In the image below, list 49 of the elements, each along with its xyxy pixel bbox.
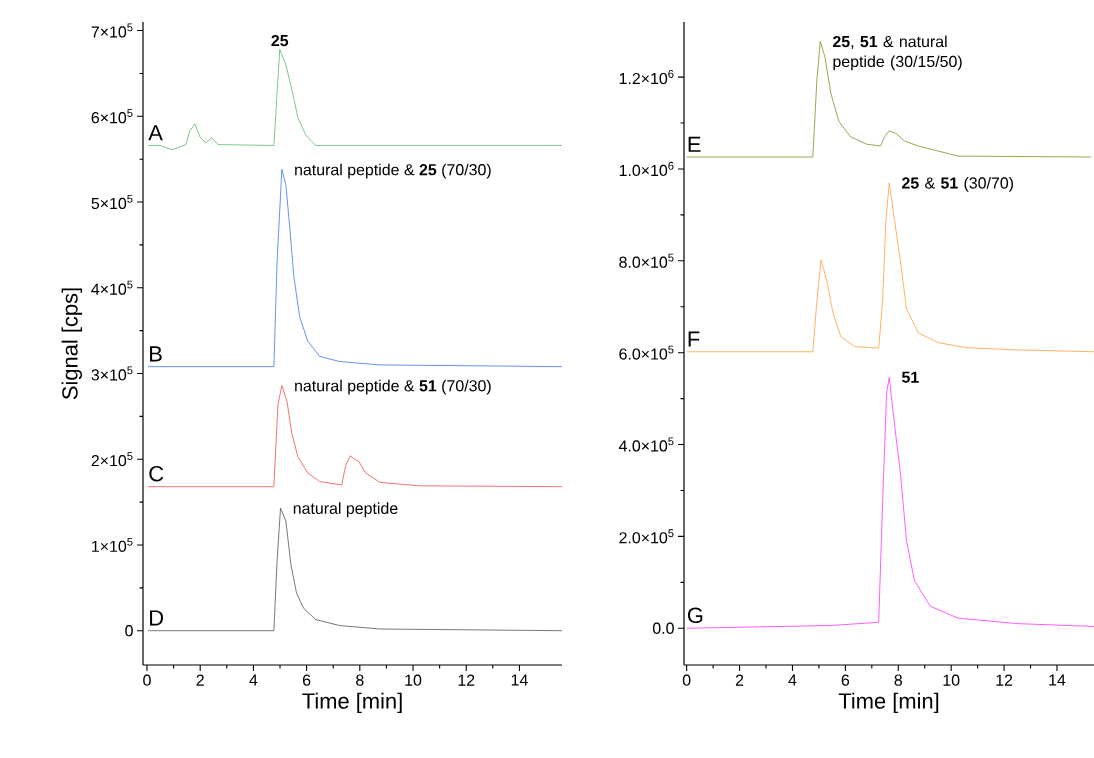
series-label: E [688, 136, 701, 152]
annotation: 51 [901, 371, 919, 383]
y-tick-label: 2×10$^{5}$ [91, 452, 133, 467]
x-tick-label: 4 [788, 674, 797, 686]
annotation: natural peptide & 25 (70/30) [295, 163, 491, 179]
series-label: D [150, 610, 164, 626]
x-tick-label: 4 [249, 674, 258, 686]
y-tick-label: 6.0×10$^{5}$ [619, 345, 674, 360]
series-label: A [148, 125, 163, 141]
annotation: natural peptide & 51 (70/30) [295, 379, 491, 395]
x-tick-label: 8 [894, 674, 903, 686]
y-tick-label: 3×10$^{5}$ [91, 366, 133, 381]
series-label: G [687, 607, 703, 624]
x-tick-label: 0 [682, 674, 691, 686]
line-series [147, 49, 563, 151]
annotation: 25, 51 & natural peptide (30/15/50) [832, 35, 962, 71]
x-tick-label: 12 [996, 674, 1013, 686]
x-tick-label: 6 [302, 674, 311, 686]
x-tick-label: 10 [943, 674, 960, 686]
x-tick-label: 0 [143, 674, 151, 686]
x-tick-label: 14 [1049, 674, 1066, 686]
y-tick-label: 1.0×10$^{6}$ [619, 161, 674, 177]
series-label: F [688, 331, 700, 347]
x-tick-label: 2 [196, 674, 204, 686]
x-tick-label: 2 [735, 674, 744, 686]
annotation: natural peptide [293, 502, 398, 518]
x-tick-label: 14 [511, 674, 528, 686]
x-tick-label: 12 [458, 674, 475, 686]
x-axis-title: Time [min] [302, 692, 402, 714]
y-tick-label: 4.0×10$^{5}$ [618, 437, 674, 452]
y-tick-label: 8.0×10$^{5}$ [619, 253, 674, 268]
y-axis-title: Signal [cps] [61, 288, 83, 400]
x-tick-label: 6 [841, 674, 850, 686]
y-tick-label: 4×10$^{5}$ [91, 280, 133, 295]
series-label: C [149, 465, 164, 482]
x-axis-title: Time [min] [838, 692, 939, 714]
y-tick-label: 2.0×10$^{5}$ [619, 529, 674, 544]
x-tick-label: 10 [405, 674, 422, 686]
y-tick-label: 1.2×10$^{6}$ [619, 70, 674, 85]
annotation: 25 & 51 (30/70) [902, 176, 1014, 192]
annotation: 25 [271, 34, 289, 47]
y-tick-label: 6×10$^{5}$ [91, 109, 133, 124]
y-tick-label: 5×10$^{5}$ [91, 195, 133, 210]
x-tick-label: 8 [356, 674, 364, 686]
y-tick-label: 0 [125, 625, 133, 637]
y-tick-label: 0.0 [652, 622, 674, 634]
series-label: B [150, 346, 162, 362]
y-tick-label: 1×10$^{5}$ [92, 537, 133, 553]
y-tick-label: 7×10$^{5}$ [91, 23, 133, 38]
